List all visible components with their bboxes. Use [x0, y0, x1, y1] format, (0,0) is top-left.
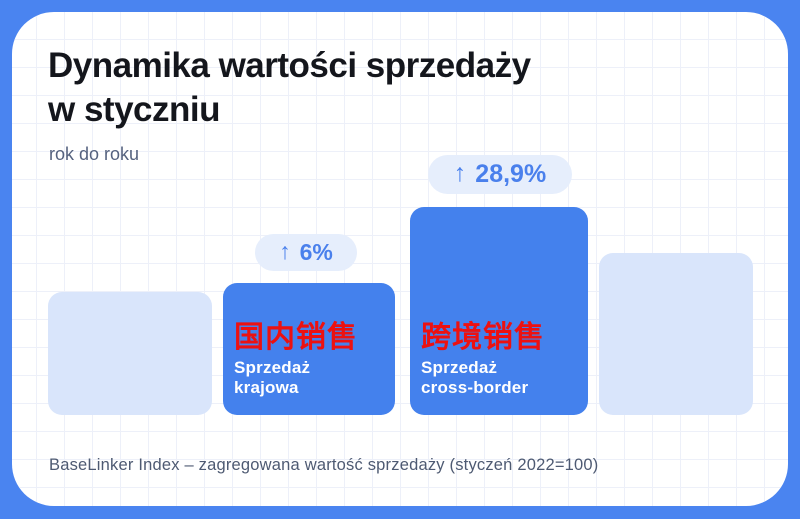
label-zh-crossborder: 跨境销售	[421, 321, 545, 354]
source-footnote: BaseLinker Index – zagregowana wartość s…	[49, 456, 599, 474]
context-bar-left	[48, 292, 212, 415]
label-pl-domestic: Sprzedaż krajowa	[234, 358, 389, 398]
label-pl-crossborder-line1: Sprzedaż	[421, 358, 498, 377]
change-badge-domestic: ↑ 6%	[255, 234, 357, 271]
label-pl-crossborder: Sprzedaż cross-border	[421, 358, 582, 398]
title-line-1: Dynamika wartości sprzedaży	[48, 46, 531, 85]
label-zh-domestic: 国内销售	[234, 321, 358, 354]
change-value-crossborder: 28,9%	[475, 160, 547, 188]
bar-domestic-sales: 国内销售 Sprzedaż krajowa	[223, 283, 395, 415]
up-arrow-icon: ↑	[279, 238, 291, 264]
title-line-2: w styczniu	[48, 90, 220, 129]
label-pl-domestic-line1: Sprzedaż	[234, 358, 311, 377]
change-value-domestic: 6%	[299, 239, 333, 265]
label-pl-domestic-line2: krajowa	[234, 378, 299, 397]
change-badge-crossborder: ↑ 28,9%	[428, 155, 572, 194]
label-pl-crossborder-line2: cross-border	[421, 378, 529, 397]
up-arrow-icon: ↑	[453, 159, 467, 187]
bar-crossborder-sales: 跨境销售 Sprzedaż cross-border	[410, 207, 588, 415]
context-bar-right	[599, 253, 753, 415]
chart-card: Dynamika wartości sprzedaży w styczniu ro…	[12, 12, 788, 506]
chart-subtitle: rok do roku	[49, 144, 140, 164]
page-title: Dynamika wartości sprzedaży w styczniu	[48, 44, 531, 132]
